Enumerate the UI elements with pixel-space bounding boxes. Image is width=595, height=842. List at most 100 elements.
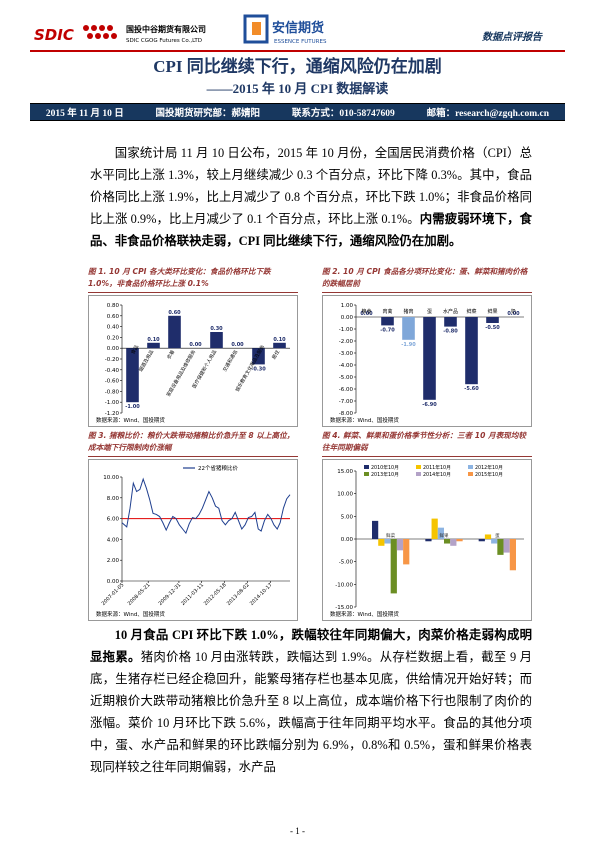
y-tick-label: -15.00 — [335, 605, 353, 611]
company-cn: 国投中谷期货有限公司 — [126, 24, 206, 34]
y-tick-label: -5.00 — [339, 560, 354, 566]
bar — [252, 348, 265, 365]
bar — [478, 539, 485, 542]
value-label: -0.70 — [380, 327, 395, 333]
partner-cn: 安信期货 — [272, 20, 324, 36]
y-tick-label: -8.00 — [339, 411, 354, 417]
paragraph-text: 国家统计局 11 月 10 日公布，2015 年 10 月份，全国居民消费价格（… — [90, 146, 532, 226]
bar — [450, 539, 457, 546]
bar — [491, 539, 498, 544]
bar — [486, 317, 499, 323]
value-label: -1.00 — [125, 404, 140, 410]
figure-source: 数据来源：Wind、国投期货 — [330, 416, 399, 424]
bar — [484, 534, 492, 539]
legend-label: 2013年10月 — [371, 471, 399, 478]
x-tick-label: 鲜果 — [440, 532, 449, 539]
bar — [273, 342, 286, 349]
value-label: 0.00 — [231, 342, 244, 348]
figure-chart: 数据来源：Wind、国投期货 1.00 0.00 -1.00 -2.00 -3.00 -4.… — [322, 295, 532, 427]
line-series — [121, 477, 291, 535]
paragraph-bold: 内需疲弱环境下，食品、非食品价格联袂走弱，CPI 同比继续下行，通缩风险仍在加剧… — [90, 212, 533, 248]
figure-chart: 数据来源：Wind、国投期货 0.00 2.00 4.00 6.00 8.00 10.00 2… — [88, 459, 298, 621]
y-tick-label: 4.00 — [107, 537, 120, 543]
header-rule — [30, 50, 565, 52]
y-tick-label: -1.00 — [105, 400, 120, 406]
y-tick-label: 15.00 — [337, 469, 353, 475]
x-tick-label: 蛋 — [495, 532, 500, 539]
y-tick-label: 10.00 — [337, 492, 353, 498]
x-tick-label: 猪肉 — [403, 308, 413, 315]
value-label: -0.50 — [485, 325, 500, 331]
phone: 联系方式：010-58747609 — [291, 109, 395, 119]
bar — [444, 539, 451, 544]
bar — [402, 317, 415, 340]
sdic-dots — [83, 25, 117, 39]
figure-title: 图 2. 10 月 CPI 食品各分项环比变化：蛋、鲜菜和猪肉价格的跌幅居前 — [322, 266, 532, 293]
legend-box — [360, 462, 520, 477]
date: 2015 年 11 月 10 日 — [45, 109, 124, 119]
y-tick-label: -3.00 — [339, 351, 354, 357]
value-label: 0.00 — [507, 311, 520, 317]
y-tick-label: 6.00 — [107, 517, 120, 523]
page-number: - 1 - — [290, 826, 305, 836]
legend-label: 2011年10月 — [423, 464, 451, 471]
bar — [396, 539, 404, 551]
company-en: SDIC CGOG Futures Co.,LTD — [126, 38, 202, 44]
bar — [425, 539, 432, 542]
y-tick-label: -6.00 — [339, 387, 354, 393]
chart-frame — [88, 295, 298, 427]
info-bar: 2015 年 11 月 10 日 国投期货研究部：郝婧阳 联系方式：010-58… — [30, 103, 565, 121]
figure: 图 3. 猪粮比价：粮价大跌带动猪粮比价急升至 8 以上高位，成本端下行限制肉价… — [88, 430, 298, 621]
legend-swatch — [468, 465, 473, 469]
essence-icon — [243, 14, 269, 44]
y-tick-label: 8.00 — [107, 496, 120, 502]
essence-icon-inner — [252, 22, 261, 35]
figure: 图 1. 10 月 CPI 各大类环比变化：食品价格环比下跌 1.0%，非食品价… — [88, 266, 298, 427]
bar — [384, 539, 391, 544]
paragraph-text: 猪肉价格 10 月由涨转跌，跌幅达到 1.9%。从存栏数据上看，截至 9 月底，… — [90, 650, 532, 774]
value-label: 0.60 — [168, 310, 181, 316]
y-tick-label: -5.00 — [339, 375, 354, 381]
y-tick-label: 0.00 — [341, 537, 354, 543]
x-tick-label: 粮食 — [361, 308, 371, 315]
title: CPI 同比继续下行，通缩风险仍在加剧 — [153, 57, 442, 76]
y-tick-label: 0.20 — [107, 335, 120, 341]
x-tick-label: 蛋 — [427, 308, 432, 315]
y-tick-label: -0.80 — [105, 389, 120, 395]
header: SDIC 国投中谷期货有限公司 SDIC CGOG Futures Co.,LT… — [30, 10, 565, 50]
bar — [378, 539, 385, 546]
bar — [431, 518, 438, 539]
y-tick-label: 0.00 — [107, 579, 120, 585]
x-tick-label: 鲜菜 — [466, 308, 476, 315]
legend-label: 22个省猪粮比价 — [198, 464, 238, 472]
bar — [509, 539, 516, 571]
y-tick-label: -0.20 — [105, 357, 120, 363]
y-tick-label: 5.00 — [341, 514, 354, 520]
x-tick-label: 居住 — [270, 349, 281, 361]
y-tick-label: 10.00 — [103, 475, 119, 481]
paragraph: 10 月食品 CPI 环比下跌 1.0%，跌幅较往年同期偏大，肉菜价格走弱构成明… — [90, 624, 532, 778]
header-logos: SDIC 国投中谷期货有限公司 SDIC CGOG Futures Co.,LT… — [34, 14, 543, 45]
author: 国投期货研究部：郝婧阳 — [155, 109, 261, 119]
legend-swatch — [364, 465, 369, 469]
figure-chart: 数据来源：Wind、国投期货 15.00 10.00 5.00 0.00 -5.00 -10… — [322, 459, 532, 621]
figure-chart: 数据来源：Wind、国投期货 0.80 0.60 0.40 0.20 0.00 -0.20 -… — [88, 295, 298, 427]
legend-label: 2010年10月 — [371, 464, 399, 471]
value-label: -0.80 — [443, 329, 458, 335]
legend-swatch — [364, 472, 369, 476]
y-tick-label: -0.60 — [105, 379, 120, 385]
bar — [456, 539, 463, 542]
bar — [423, 317, 436, 400]
value-label: 0.00 — [189, 342, 202, 348]
value-label: 0.10 — [273, 337, 286, 343]
x-tick-label: 肉禽 — [382, 308, 392, 315]
bar — [403, 539, 410, 565]
value-label: -5.60 — [464, 386, 479, 392]
subtitle: ——2015 年 10 月 CPI 数据解读 — [206, 81, 389, 96]
bar — [497, 539, 504, 555]
y-tick-label: -4.00 — [339, 363, 354, 369]
figure: 图 4. 鲜菜、鲜果和蛋价格季节性分析：三者 10 月表现均较往年同期偏弱 数据来… — [322, 430, 532, 621]
value-label: 0.30 — [210, 326, 223, 332]
bar — [210, 332, 223, 349]
bar — [126, 348, 139, 403]
